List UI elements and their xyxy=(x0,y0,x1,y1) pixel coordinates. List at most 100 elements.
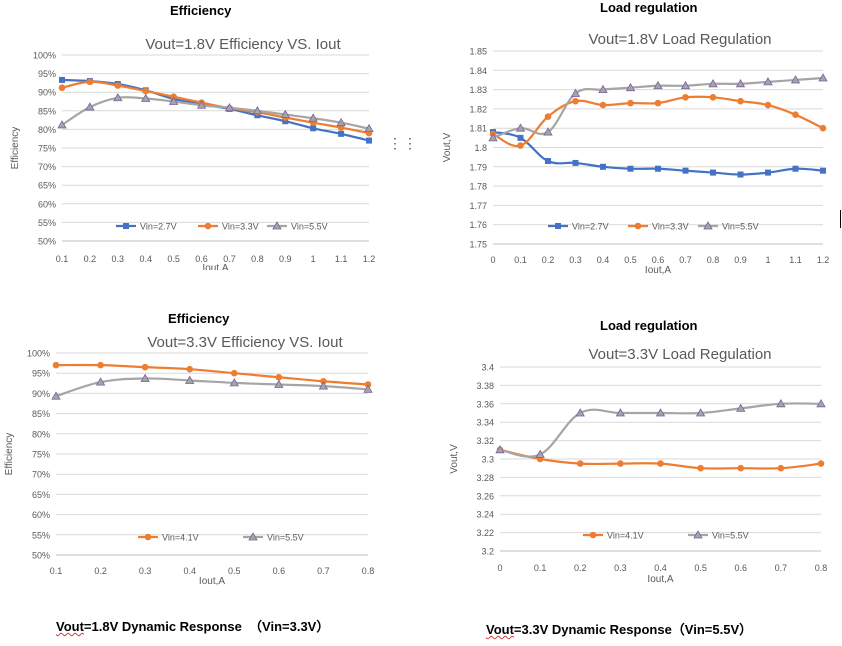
data-point xyxy=(600,163,606,170)
caption-right: Vout=3.3V Dynamic Response（Vin=5.5V） xyxy=(486,619,752,638)
data-point xyxy=(51,391,61,400)
y-tick-label: 90% xyxy=(32,389,50,399)
data-point xyxy=(763,77,773,86)
data-point xyxy=(708,79,718,88)
y-tick-label: 65% xyxy=(38,181,56,191)
x-tick-label: 0.6 xyxy=(652,255,665,265)
caption-text: =1.8V Dynamic Response （Vin=3.3V） xyxy=(83,619,330,634)
data-point xyxy=(59,76,65,83)
data-point xyxy=(170,93,177,100)
data-point xyxy=(737,171,744,178)
legend-marker xyxy=(589,531,597,539)
legend-marker xyxy=(693,530,703,539)
data-point xyxy=(229,378,239,387)
x-axis-label: Iout,A xyxy=(645,265,671,275)
x-tick-label: 0.9 xyxy=(734,255,747,265)
data-point xyxy=(776,398,786,408)
legend-marker xyxy=(634,222,642,230)
y-tick-label: 3.26 xyxy=(476,491,494,501)
data-point xyxy=(185,375,195,384)
y-tick-label: 1.79 xyxy=(469,162,487,172)
x-tick-label: 0 xyxy=(490,255,495,265)
data-point xyxy=(141,363,149,371)
x-tick-label: 1.1 xyxy=(335,254,348,264)
chart-heading: Load regulation xyxy=(600,0,698,15)
data-point xyxy=(657,460,664,467)
y-tick-label: 55% xyxy=(38,218,56,228)
data-point xyxy=(364,123,374,133)
x-tick-label: 0.3 xyxy=(569,255,582,265)
data-point xyxy=(142,87,150,95)
chart-title: Vout=1.8V Efficiency VS. Iout xyxy=(145,36,341,53)
chart-heading: Efficiency xyxy=(170,3,232,18)
data-point xyxy=(517,142,524,149)
y-tick-label: 90% xyxy=(38,88,56,98)
data-point xyxy=(52,361,60,369)
y-tick-label: 85% xyxy=(32,409,50,419)
x-tick-label: 1 xyxy=(311,254,316,264)
y-tick-label: 1.78 xyxy=(469,182,487,192)
legend-marker xyxy=(204,222,212,230)
x-tick-label: 0.1 xyxy=(50,566,63,576)
y-tick-label: 1.77 xyxy=(469,201,487,211)
legend-marker xyxy=(144,533,152,541)
data-point xyxy=(252,105,263,115)
legend-label: Vin=2.7V xyxy=(572,222,609,232)
y-tick-label: 50% xyxy=(38,237,56,247)
x-tick-label: 0.5 xyxy=(167,254,180,264)
y-tick-label: 75% xyxy=(38,144,56,154)
data-point xyxy=(655,165,661,172)
y-axis-label: Vout,V xyxy=(449,444,460,474)
data-point xyxy=(682,167,689,174)
series-line xyxy=(55,377,369,398)
legend-label: Vin=5.5V xyxy=(712,531,749,541)
y-tick-label: 85% xyxy=(38,106,56,116)
chart-svg: Vout=3.3V Load Regulation 3.2 3.22 3.24 3.26… xyxy=(449,346,827,585)
data-point xyxy=(495,444,505,454)
data-point xyxy=(310,125,317,132)
data-point xyxy=(819,124,827,132)
x-tick-label: 0.6 xyxy=(273,566,286,576)
data-point xyxy=(543,127,553,136)
x-tick-label: 1 xyxy=(765,255,770,265)
caption-prefix: Vout xyxy=(56,619,84,634)
chart-panel-load-regulation-1v8: Load regulation Vout=1.8V Load Regulatio… xyxy=(430,0,840,276)
data-point xyxy=(363,384,373,393)
x-tick-label: 0.4 xyxy=(183,566,196,576)
legend-marker xyxy=(555,223,561,229)
y-tick-label: 1.83 xyxy=(469,85,487,95)
data-point xyxy=(627,99,634,107)
data-point xyxy=(85,102,95,111)
x-tick-label: 0.7 xyxy=(775,563,788,573)
data-point xyxy=(572,97,579,105)
data-point xyxy=(186,365,194,373)
data-point xyxy=(488,133,498,142)
data-point xyxy=(697,464,704,472)
x-tick-label: 1.2 xyxy=(363,254,376,264)
data-point xyxy=(695,408,706,417)
data-point xyxy=(230,369,238,377)
data-point xyxy=(280,109,290,118)
chart-heading: Efficiency xyxy=(168,311,230,326)
x-tick-label: 0.1 xyxy=(514,255,527,265)
chart-panel-load-regulation-3v3: Load regulation Vout=3.3V Load Regulatio… xyxy=(445,318,840,590)
y-tick-label: 3.32 xyxy=(476,436,494,446)
drag-handle-icon[interactable]: ⋮⋮ xyxy=(388,135,418,151)
data-point xyxy=(57,120,67,129)
data-point xyxy=(318,381,329,390)
chart-svg: Vout=1.8V Load Regulation 1.75 1.76 1.77 1.7… xyxy=(442,31,829,276)
y-axis-label: Vout,V xyxy=(442,132,453,162)
x-tick-label: 0.7 xyxy=(679,255,692,265)
data-point xyxy=(544,113,552,120)
text-cursor xyxy=(840,210,841,228)
data-point xyxy=(792,111,799,118)
data-point xyxy=(764,101,772,109)
data-point xyxy=(58,84,66,92)
x-tick-label: 0.3 xyxy=(139,566,152,576)
x-tick-label: 0.4 xyxy=(654,563,667,573)
legend-marker xyxy=(123,223,129,229)
chart-title: Vout=3.3V Efficiency VS. Iout xyxy=(147,334,343,351)
data-point xyxy=(196,100,207,109)
data-point xyxy=(141,93,151,102)
y-tick-label: 100% xyxy=(27,349,50,359)
